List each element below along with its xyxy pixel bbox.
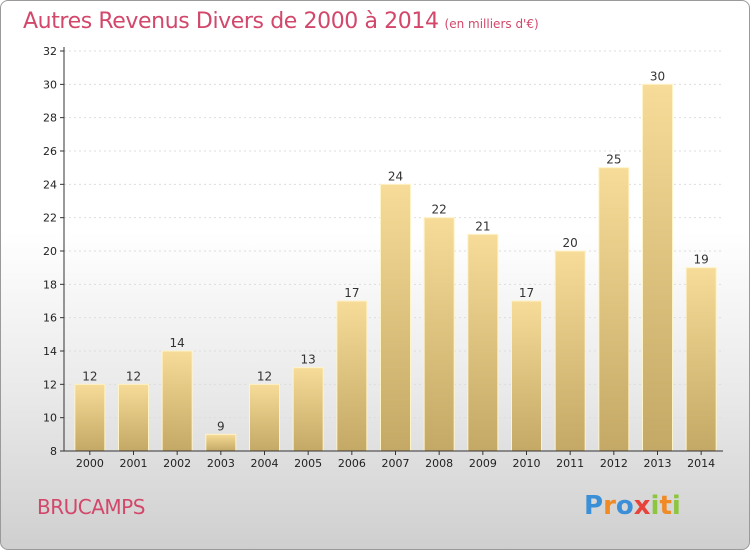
x-tick-label: 2005: [294, 457, 322, 470]
bar: [598, 167, 630, 452]
x-tick-label: 2000: [76, 457, 104, 470]
y-tick-label: 24: [43, 178, 57, 191]
logo-letter: t: [659, 491, 672, 521]
chart-title-block: Autres Revenus Divers de 2000 à 2014 (en …: [23, 9, 539, 34]
bar: [161, 350, 193, 452]
x-tick-label: 2010: [513, 457, 541, 470]
x-tick-label: 2013: [644, 457, 672, 470]
data-label: 14: [170, 336, 185, 350]
bar: [249, 383, 280, 452]
data-label: 13: [301, 353, 316, 367]
y-tick-label: 20: [43, 245, 57, 258]
bar: [642, 83, 673, 452]
y-tick-label: 22: [43, 212, 57, 225]
bar: [467, 233, 499, 452]
city-name: BRUCAMPS: [37, 495, 145, 519]
y-tick-label: 30: [43, 78, 57, 91]
bar: [423, 217, 455, 452]
x-tick-label: 2002: [163, 457, 191, 470]
x-tick-label: 2004: [251, 457, 279, 470]
data-label: 12: [82, 369, 97, 383]
data-label: 9: [217, 419, 225, 433]
chart-title: Autres Revenus Divers de 2000 à 2014: [23, 9, 439, 34]
data-label: 12: [126, 369, 141, 383]
data-label: 17: [519, 286, 534, 300]
y-tick-label: 32: [43, 45, 57, 58]
y-tick-label: 28: [43, 112, 57, 125]
bar: [118, 383, 149, 452]
x-tick-label: 2007: [382, 457, 410, 470]
logo-letter: o: [615, 491, 634, 521]
data-label: 17: [344, 286, 359, 300]
x-tick-label: 2008: [425, 457, 453, 470]
bar: [554, 250, 586, 452]
axes: 2000 2001 2002 2003 2004 2005 2006 2007 2008 2009…: [43, 45, 723, 470]
bar: [336, 300, 368, 452]
y-tick-label: 26: [43, 145, 57, 158]
bar: [511, 300, 542, 452]
data-label: 20: [563, 236, 578, 250]
x-tick-label: 2012: [600, 457, 628, 470]
data-label: 24: [388, 169, 403, 183]
logo-letter: i: [671, 491, 681, 521]
data-label: 19: [694, 253, 709, 267]
data-label: 12: [257, 369, 272, 383]
y-tick-label: 16: [43, 312, 57, 325]
data-label: 22: [432, 203, 447, 217]
bars: [74, 83, 717, 452]
data-label: 30: [650, 69, 665, 83]
data-label: 25: [606, 153, 621, 167]
data-label: 21: [475, 219, 490, 233]
y-tick-label: 8: [50, 445, 57, 458]
x-tick-label: 2003: [207, 457, 235, 470]
chart-subtitle: (en milliers d'€): [444, 17, 539, 31]
y-tick-label: 12: [43, 378, 57, 391]
logo-letter: r: [603, 491, 616, 521]
bar: [205, 433, 237, 452]
x-tick-label: 2009: [469, 457, 497, 470]
x-tick-label: 2014: [687, 457, 715, 470]
bar: [685, 267, 717, 452]
proxiti-logo: Proxiti: [584, 491, 681, 521]
bar: [292, 367, 324, 452]
x-tick-label: 2006: [338, 457, 366, 470]
y-tick-label: 10: [43, 412, 57, 425]
data-labels: 12 12 14 9 12 13 17 24 22 21 17 20 25 30 19: [82, 69, 709, 433]
y-tick-label: 18: [43, 278, 57, 291]
x-tick-label: 2011: [556, 457, 584, 470]
logo-letter: i: [650, 491, 660, 521]
logo-letter: x: [633, 491, 651, 521]
logo-letter: P: [584, 491, 604, 521]
x-tick-label: 2001: [120, 457, 148, 470]
bar: [380, 183, 411, 452]
bar: [74, 383, 106, 452]
y-tick-label: 14: [43, 345, 57, 358]
